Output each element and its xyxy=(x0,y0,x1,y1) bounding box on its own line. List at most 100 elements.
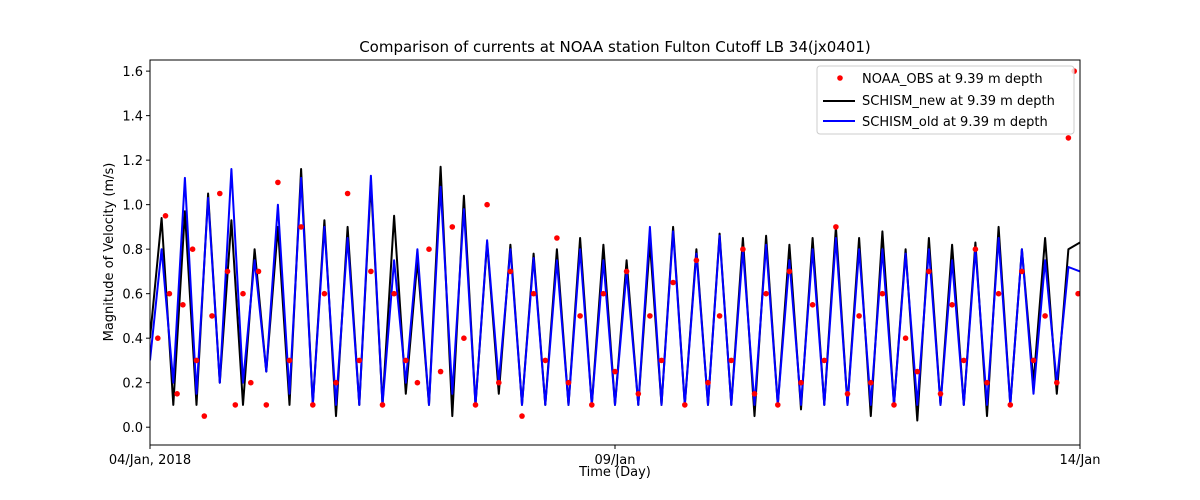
series-line-2 xyxy=(150,168,1080,406)
obs-point xyxy=(217,190,223,197)
x-tick-label: 09/Jan xyxy=(595,453,636,468)
obs-point xyxy=(589,402,595,408)
x-axis: 04/Jan, 2018 09/Jan 14/Jan xyxy=(109,445,1101,468)
obs-point xyxy=(937,391,944,397)
obs-point xyxy=(635,391,642,397)
obs-point xyxy=(577,313,583,319)
legend-obs-marker xyxy=(837,75,843,81)
obs-point xyxy=(356,357,363,364)
obs-point xyxy=(821,357,828,364)
obs-point xyxy=(519,413,525,419)
obs-point xyxy=(798,379,804,386)
obs-point xyxy=(786,268,793,275)
obs-point xyxy=(437,368,444,375)
obs-point xyxy=(286,357,293,364)
obs-point xyxy=(414,379,421,386)
obs-point xyxy=(856,313,862,319)
legend-frame xyxy=(816,65,1075,135)
obs-point xyxy=(240,290,246,297)
obs-point xyxy=(310,402,316,408)
obs-point xyxy=(224,268,231,275)
obs-point xyxy=(391,290,397,297)
legend-old-label: SCHISM_old at 9.39 m depth xyxy=(862,115,1048,130)
chart-title: Comparison of currents at NOAA station F… xyxy=(359,38,871,56)
y-tick-label: 0.8 xyxy=(122,243,143,258)
obs-point xyxy=(379,402,386,408)
obs-point xyxy=(298,224,304,230)
legend: NOAA_OBS at 9.39 m depth SCHISM_new at 9… xyxy=(816,65,1075,135)
obs-point xyxy=(647,313,653,319)
obs-point xyxy=(263,402,270,408)
obs-point xyxy=(600,290,607,297)
obs-point xyxy=(554,235,560,241)
obs-point xyxy=(155,335,161,342)
obs-point xyxy=(1030,357,1037,364)
y-tick-label: 1.0 xyxy=(122,199,143,214)
obs-point xyxy=(174,391,180,397)
y-tick-label: 0.2 xyxy=(122,377,143,392)
obs-point xyxy=(891,402,897,408)
obs-point xyxy=(333,379,339,386)
obs-point xyxy=(658,357,665,364)
x-tick-label: 04/Jan, 2018 xyxy=(109,453,191,468)
obs-point xyxy=(368,268,374,275)
obs-point xyxy=(612,368,618,375)
obs-point xyxy=(763,290,769,297)
obs-point xyxy=(844,391,851,397)
obs-point xyxy=(623,268,630,275)
y-tick-label: 1.2 xyxy=(122,154,143,169)
x-tick-label: 14/Jan xyxy=(1060,453,1101,468)
obs-point xyxy=(321,290,328,297)
y-tick-label: 0.6 xyxy=(122,288,143,303)
obs-point xyxy=(201,413,208,419)
obs-point xyxy=(449,224,456,230)
obs-point xyxy=(193,357,200,364)
obs-point xyxy=(751,391,758,397)
x-axis-label: Time (Day) xyxy=(578,465,651,480)
obs-point xyxy=(1042,313,1048,319)
y-tick-label: 0.4 xyxy=(122,332,143,347)
obs-point xyxy=(255,268,262,275)
obs-point xyxy=(275,179,281,186)
legend-obs-label: NOAA_OBS at 9.39 m depth xyxy=(862,72,1043,87)
obs-point xyxy=(1007,402,1014,408)
obs-point xyxy=(716,313,723,319)
obs-point xyxy=(496,379,502,386)
obs-point xyxy=(902,335,909,342)
obs-point xyxy=(961,357,967,364)
obs-point xyxy=(162,213,169,219)
obs-point xyxy=(705,379,711,386)
obs-point xyxy=(248,379,254,386)
y-tick-label: 1.6 xyxy=(122,65,143,80)
obs-point xyxy=(740,246,746,252)
obs-point xyxy=(984,379,990,386)
obs-point xyxy=(232,402,239,408)
obs-point xyxy=(507,268,514,275)
obs-point xyxy=(209,313,215,319)
obs-point xyxy=(1054,379,1060,386)
series-layer xyxy=(150,68,1080,422)
obs-point xyxy=(344,190,351,197)
obs-point xyxy=(565,379,572,386)
obs-point xyxy=(484,201,490,208)
obs-point xyxy=(670,279,676,286)
obs-point xyxy=(426,246,432,252)
obs-point xyxy=(530,290,537,297)
obs-point xyxy=(809,302,816,308)
obs-point xyxy=(403,357,409,364)
obs-point xyxy=(1019,268,1025,275)
obs-point xyxy=(180,302,186,308)
obs-point xyxy=(189,246,196,252)
obs-point xyxy=(833,224,839,230)
legend-new-label: SCHISM_new at 9.39 m depth xyxy=(862,94,1055,109)
obs-point xyxy=(461,335,467,342)
y-axis-label: Magnitude of Velocity (m/s) xyxy=(102,163,117,342)
obs-point xyxy=(1075,290,1080,297)
obs-point xyxy=(972,246,979,252)
obs-point xyxy=(879,290,886,297)
obs-point xyxy=(775,402,781,408)
obs-point xyxy=(166,290,173,297)
obs-point xyxy=(682,402,688,408)
y-axis: 0.0 0.2 0.4 0.6 0.8 1.0 1.2 1.4 1.6 xyxy=(122,65,150,436)
